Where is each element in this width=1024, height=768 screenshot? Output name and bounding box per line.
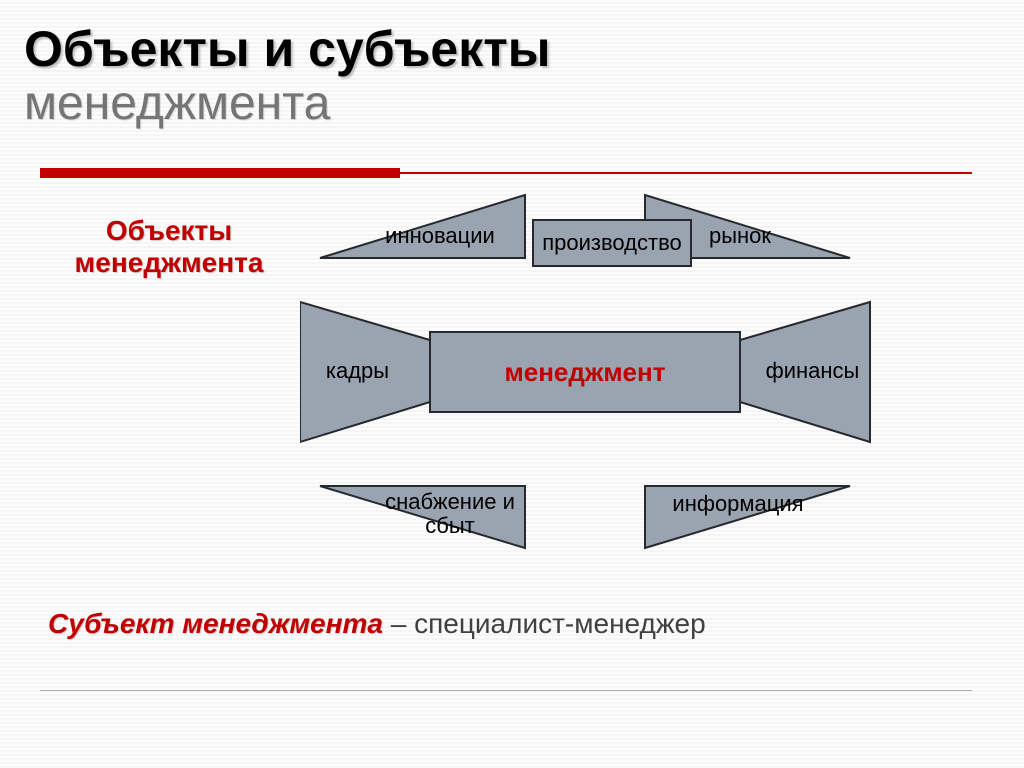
title-light: менеджмента: [24, 76, 550, 131]
slide-title: Объекты и субъекты менеджмента: [24, 20, 550, 131]
title-underline: [40, 168, 972, 178]
subject-line: Субъект менеджмента – специалист-менедже…: [48, 608, 706, 640]
trap-right: [740, 302, 870, 442]
tri-bot-left: [320, 486, 525, 548]
subject-bold: Субъект менеджмента: [48, 608, 383, 639]
trap-left: [300, 302, 430, 442]
bottom-rule: [40, 690, 972, 691]
rect-top-mid: [533, 220, 691, 266]
subject-rest: – специалист-менеджер: [383, 608, 706, 639]
tri-top-left: [320, 195, 525, 258]
tri-bot-right: [645, 486, 850, 548]
objects-label: Объекты менеджмента: [54, 215, 284, 279]
rect-center: [430, 332, 740, 412]
management-diagram: инновации производство рынок кадры менед…: [300, 190, 980, 550]
title-bold: Объекты и субъекты: [24, 21, 550, 77]
